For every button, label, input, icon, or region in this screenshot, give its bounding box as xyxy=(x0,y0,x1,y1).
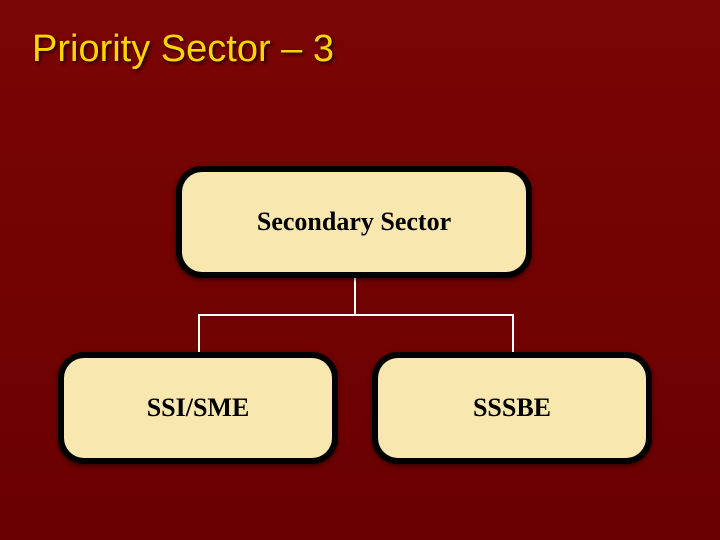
node-root-label: Secondary Sector xyxy=(257,207,451,237)
node-right-inner: SSSBE xyxy=(378,358,646,458)
node-root: Secondary Sector xyxy=(176,166,532,278)
connector-right-down xyxy=(512,314,514,352)
slide-title: Priority Sector – 3 xyxy=(32,28,334,71)
node-right: SSSBE xyxy=(372,352,652,464)
node-left-label: SSI/SME xyxy=(147,393,250,423)
connector-left-down xyxy=(198,314,200,352)
node-left-inner: SSI/SME xyxy=(64,358,332,458)
node-right-label: SSSBE xyxy=(473,393,551,423)
node-root-inner: Secondary Sector xyxy=(182,172,526,272)
node-left: SSI/SME xyxy=(58,352,338,464)
connector-hbar xyxy=(198,314,512,316)
connector-root-down xyxy=(354,278,356,314)
